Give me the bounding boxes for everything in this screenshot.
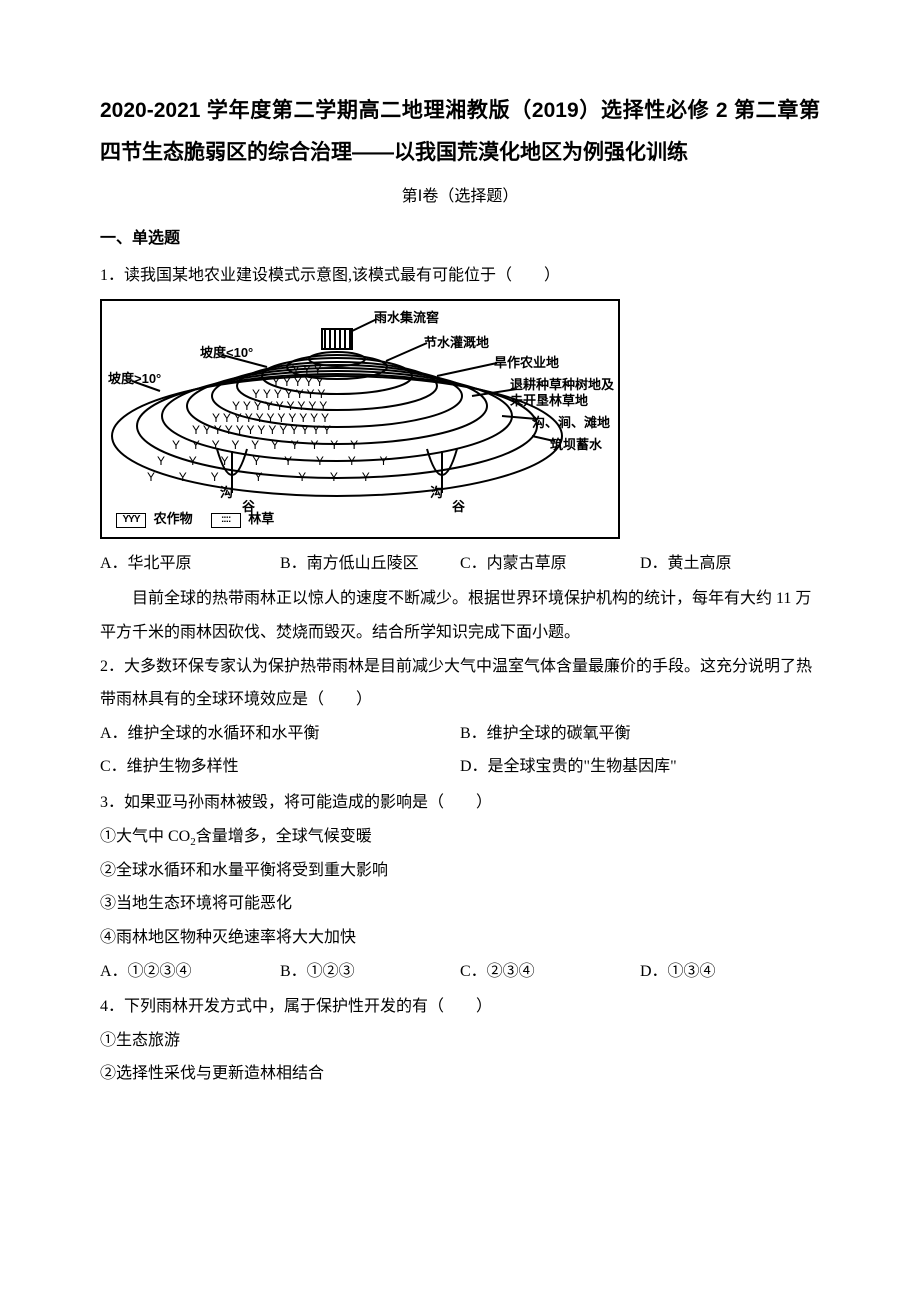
q3-options: A．①②③④ B．①②③ C．②③④ D．①③④ [100, 955, 820, 989]
q3-item-4: ④雨林地区物种灭绝速率将大大加快 [100, 921, 820, 955]
label-gou1: 沟 [220, 479, 233, 506]
q3-opt-c: C．②③④ [460, 955, 640, 989]
label-dam: 筑坝蓄水 [550, 431, 602, 458]
question-2: 2．大多数环保专家认为保护热带雨林是目前减少大气中温室气体含量最廉价的手段。这充… [100, 650, 820, 784]
legend-crop: YYY 农作物 [116, 505, 193, 532]
label-slope-gt: 坡度>10° [108, 365, 161, 392]
passage-1: 目前全球的热带雨林正以惊人的速度不断减少。根据世界环境保护机构的统计，每年有大约… [100, 582, 820, 649]
q3-opt-d: D．①③④ [640, 955, 820, 989]
q1-opt-d: D．黄土高原 [640, 547, 820, 581]
q3-item-2: ②全球水循环和水量平衡将受到重大影响 [100, 854, 820, 888]
question-3: 3．如果亚马孙雨林被毁，将可能造成的影响是（ ） ①大气中 CO2含量增多，全球… [100, 786, 820, 988]
label-gou2: 沟 [430, 479, 443, 506]
q2-opt-b: B．维护全球的碳氧平衡 [460, 717, 820, 751]
q3-item-1: ①大气中 CO2含量增多，全球气候变暖 [100, 820, 820, 854]
label-slope-lt: 坡度<10° [200, 339, 253, 366]
svg-text:Y Y Y Y Y Y Y Y Y Y: Y Y Y Y Y Y Y Y Y Y [172, 438, 358, 452]
q4-stem: 4．下列雨林开发方式中，属于保护性开发的有（ ） [100, 990, 820, 1024]
section-heading: 一、单选题 [100, 222, 820, 256]
q2-stem: 2．大多数环保专家认为保护热带雨林是目前减少大气中温室气体含量最廉价的手段。这充… [100, 650, 820, 717]
q2-opt-a: A．维护全球的水循环和水平衡 [100, 717, 460, 751]
y-symbols: Y Y Y Y Y Y Y Y Y Y Y Y Y Y Y Y Y Y Y Y … [147, 363, 388, 484]
svg-text:Y Y Y Y Y Y Y Y Y Y Y Y Y: Y Y Y Y Y Y Y Y Y Y Y Y Y [192, 423, 331, 437]
q2-options-row2: C．维护生物多样性 D．是全球宝贵的"生物基因库" [100, 750, 820, 784]
q1-opt-b: B．南方低山丘陵区 [280, 547, 460, 581]
q3-opt-a: A．①②③④ [100, 955, 280, 989]
q3-item-3: ③当地生态环境将可能恶化 [100, 887, 820, 921]
q2-opt-d: D．是全球宝贵的"生物基因库" [460, 750, 820, 784]
q2-opt-c: C．维护生物多样性 [100, 750, 460, 784]
legend-crop-label: 农作物 [154, 511, 193, 526]
question-4: 4．下列雨林开发方式中，属于保护性开发的有（ ） ①生态旅游 ②选择性采伐与更新… [100, 990, 820, 1091]
q1-opt-c: C．内蒙古草原 [460, 547, 640, 581]
q3-stem: 3．如果亚马孙雨林被毁，将可能造成的影响是（ ） [100, 786, 820, 820]
page-title: 2020-2021 学年度第二学期高二地理湘教版（2019）选择性必修 2 第二… [100, 90, 820, 174]
legend-forest: :::: 林草 [211, 505, 275, 532]
diagram-legend: YYY 农作物 :::: 林草 [116, 505, 274, 532]
q1-opt-a: A．华北平原 [100, 547, 280, 581]
question-1: 1．读我国某地农业建设模式示意图,该模式最有可能位于（ ） [100, 259, 820, 580]
svg-text:Y Y Y Y Y Y Y: Y Y Y Y Y Y Y [147, 470, 370, 484]
svg-text:Y Y Y Y Y Y Y Y: Y Y Y Y Y Y Y Y [157, 454, 388, 468]
legend-crop-swatch: YYY [116, 513, 146, 528]
q1-options: A．华北平原 B．南方低山丘陵区 C．内蒙古草原 D．黄土高原 [100, 547, 820, 581]
q3-item-1-pre: ①大气中 CO [100, 828, 190, 845]
q3-item-1-post: 含量增多，全球气候变暖 [196, 828, 372, 845]
label-rain: 雨水集流窖 [374, 304, 439, 331]
q2-options-row1: A．维护全球的水循环和水平衡 B．维护全球的碳氧平衡 [100, 717, 820, 751]
label-gu2: 谷 [452, 493, 465, 520]
q4-item-2: ②选择性采伐与更新造林相结合 [100, 1057, 820, 1091]
q3-opt-b: B．①②③ [280, 955, 460, 989]
label-irrigate: 节水灌溉地 [424, 329, 489, 356]
legend-forest-swatch: :::: [211, 513, 241, 528]
q1-stem: 1．读我国某地农业建设模式示意图,该模式最有可能位于（ ） [100, 259, 820, 293]
q4-item-1: ①生态旅游 [100, 1024, 820, 1058]
agri-model-diagram: Y Y Y Y Y Y Y Y Y Y Y Y Y Y Y Y Y Y Y Y … [100, 299, 620, 539]
legend-forest-label: 林草 [248, 511, 274, 526]
subtitle: 第Ⅰ卷（选择题） [100, 180, 820, 214]
